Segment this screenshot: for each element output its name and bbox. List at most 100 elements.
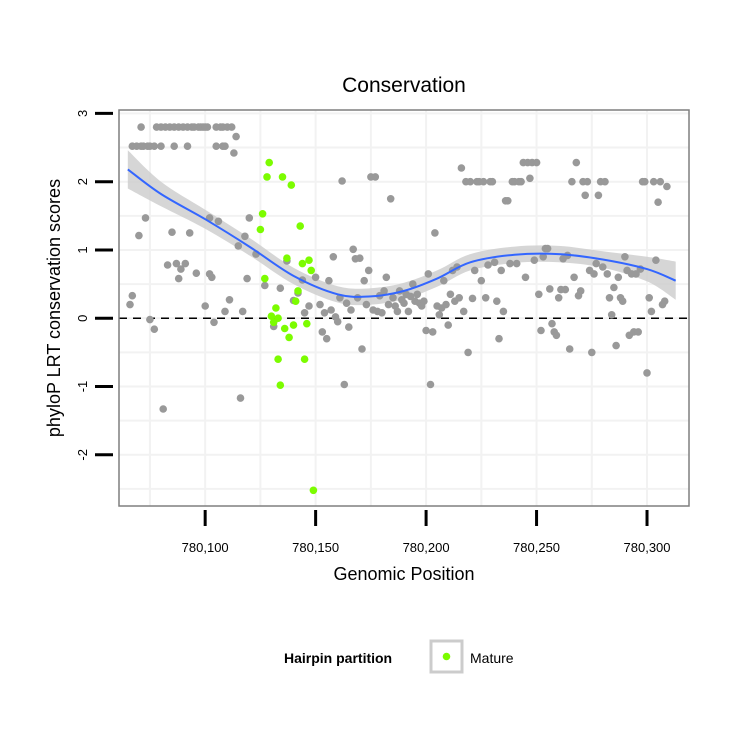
data-point-other bbox=[234, 242, 243, 250]
data-point-other bbox=[338, 177, 346, 185]
data-point-other bbox=[532, 158, 541, 167]
data-point-mature bbox=[285, 333, 293, 342]
data-point-other bbox=[594, 191, 603, 200]
data-point-other bbox=[172, 259, 181, 268]
data-point-mature bbox=[278, 173, 287, 181]
data-point-other bbox=[157, 142, 165, 150]
data-point-other bbox=[499, 307, 508, 316]
data-point-other bbox=[210, 318, 218, 327]
x-tick-label: 780,150 bbox=[292, 540, 339, 555]
data-point-other bbox=[601, 177, 609, 186]
data-point-other bbox=[614, 273, 623, 282]
data-point-other bbox=[446, 290, 455, 299]
data-point-other bbox=[530, 256, 539, 265]
data-point-other bbox=[325, 276, 333, 285]
data-point-other bbox=[141, 214, 150, 222]
data-point-other bbox=[442, 300, 450, 309]
data-point-other bbox=[605, 294, 614, 302]
data-point-other bbox=[327, 306, 335, 314]
data-point-other bbox=[362, 300, 371, 309]
data-point-other bbox=[435, 311, 444, 319]
data-point-other bbox=[311, 273, 320, 282]
y-tick-label: -1 bbox=[75, 381, 90, 393]
data-point-other bbox=[459, 307, 468, 316]
data-point-other bbox=[413, 290, 422, 299]
data-point-mature bbox=[309, 486, 318, 495]
data-point-other bbox=[316, 300, 324, 309]
data-point-other bbox=[561, 285, 570, 294]
mature-points bbox=[256, 158, 318, 495]
data-point-other bbox=[497, 266, 506, 275]
data-point-other bbox=[201, 302, 209, 310]
data-point-other bbox=[645, 294, 653, 302]
data-point-other bbox=[444, 321, 453, 329]
data-point-other bbox=[537, 326, 545, 335]
data-point-other bbox=[554, 294, 563, 302]
data-point-mature bbox=[267, 312, 276, 321]
data-point-mature bbox=[303, 319, 311, 328]
data-point-mature bbox=[261, 274, 269, 283]
data-point-other bbox=[565, 345, 574, 353]
data-point-other bbox=[612, 341, 620, 350]
data-point-other bbox=[632, 270, 640, 278]
data-point-other bbox=[371, 173, 380, 181]
data-point-other bbox=[424, 270, 433, 278]
data-point-other bbox=[340, 380, 349, 389]
data-point-other bbox=[481, 294, 490, 302]
data-point-other bbox=[225, 296, 234, 304]
data-point-other bbox=[548, 319, 556, 328]
data-point-mature bbox=[280, 324, 289, 333]
data-point-other bbox=[506, 259, 514, 268]
data-point-other bbox=[643, 369, 651, 377]
data-point-other bbox=[185, 229, 194, 237]
data-point-other bbox=[618, 297, 627, 306]
data-point-other bbox=[168, 228, 176, 236]
data-point-other bbox=[406, 292, 415, 301]
data-point-other bbox=[245, 214, 254, 222]
other-points bbox=[126, 123, 671, 413]
data-point-other bbox=[236, 394, 245, 402]
data-point-other bbox=[422, 326, 430, 335]
y-tick-label: -2 bbox=[75, 449, 90, 461]
confidence-band bbox=[127, 150, 676, 306]
data-point-mature bbox=[287, 181, 296, 189]
data-point-other bbox=[126, 300, 134, 309]
data-point-other bbox=[386, 195, 395, 203]
data-point-other bbox=[490, 258, 499, 267]
data-point-other bbox=[599, 263, 607, 271]
data-point-other bbox=[347, 306, 355, 314]
data-point-mature bbox=[272, 304, 280, 312]
data-point-other bbox=[495, 334, 503, 343]
data-point-other bbox=[221, 307, 229, 316]
data-point-mature bbox=[276, 381, 285, 390]
data-point-other bbox=[177, 265, 185, 273]
legend-key-mature bbox=[442, 652, 451, 661]
data-point-other bbox=[488, 177, 497, 186]
data-point-other bbox=[420, 297, 428, 306]
data-point-other bbox=[517, 177, 525, 186]
data-point-other bbox=[345, 323, 353, 331]
data-point-other bbox=[329, 252, 338, 261]
data-point-other bbox=[588, 348, 596, 357]
data-point-other bbox=[128, 291, 137, 300]
data-point-other bbox=[358, 345, 366, 353]
data-point-other bbox=[221, 142, 229, 150]
data-point-other bbox=[479, 177, 488, 186]
x-tick-label: 780,200 bbox=[403, 540, 450, 555]
data-point-other bbox=[322, 334, 331, 343]
y-axis-label: phyloP LRT conservation scores bbox=[44, 179, 64, 437]
data-point-other bbox=[431, 229, 439, 237]
data-point-other bbox=[647, 307, 656, 316]
data-point-other bbox=[300, 309, 309, 317]
data-point-other bbox=[455, 294, 464, 302]
data-point-other bbox=[504, 197, 512, 205]
data-point-other bbox=[243, 274, 251, 283]
y-axis: -2 -1 0 1 2 3 bbox=[75, 110, 113, 461]
data-point-other bbox=[320, 309, 329, 317]
data-point-other bbox=[466, 177, 475, 186]
data-point-other bbox=[181, 259, 190, 268]
data-point-mature bbox=[256, 225, 265, 234]
data-point-other bbox=[183, 142, 192, 150]
chart-title: Conservation bbox=[342, 74, 466, 97]
data-point-other bbox=[649, 177, 658, 186]
